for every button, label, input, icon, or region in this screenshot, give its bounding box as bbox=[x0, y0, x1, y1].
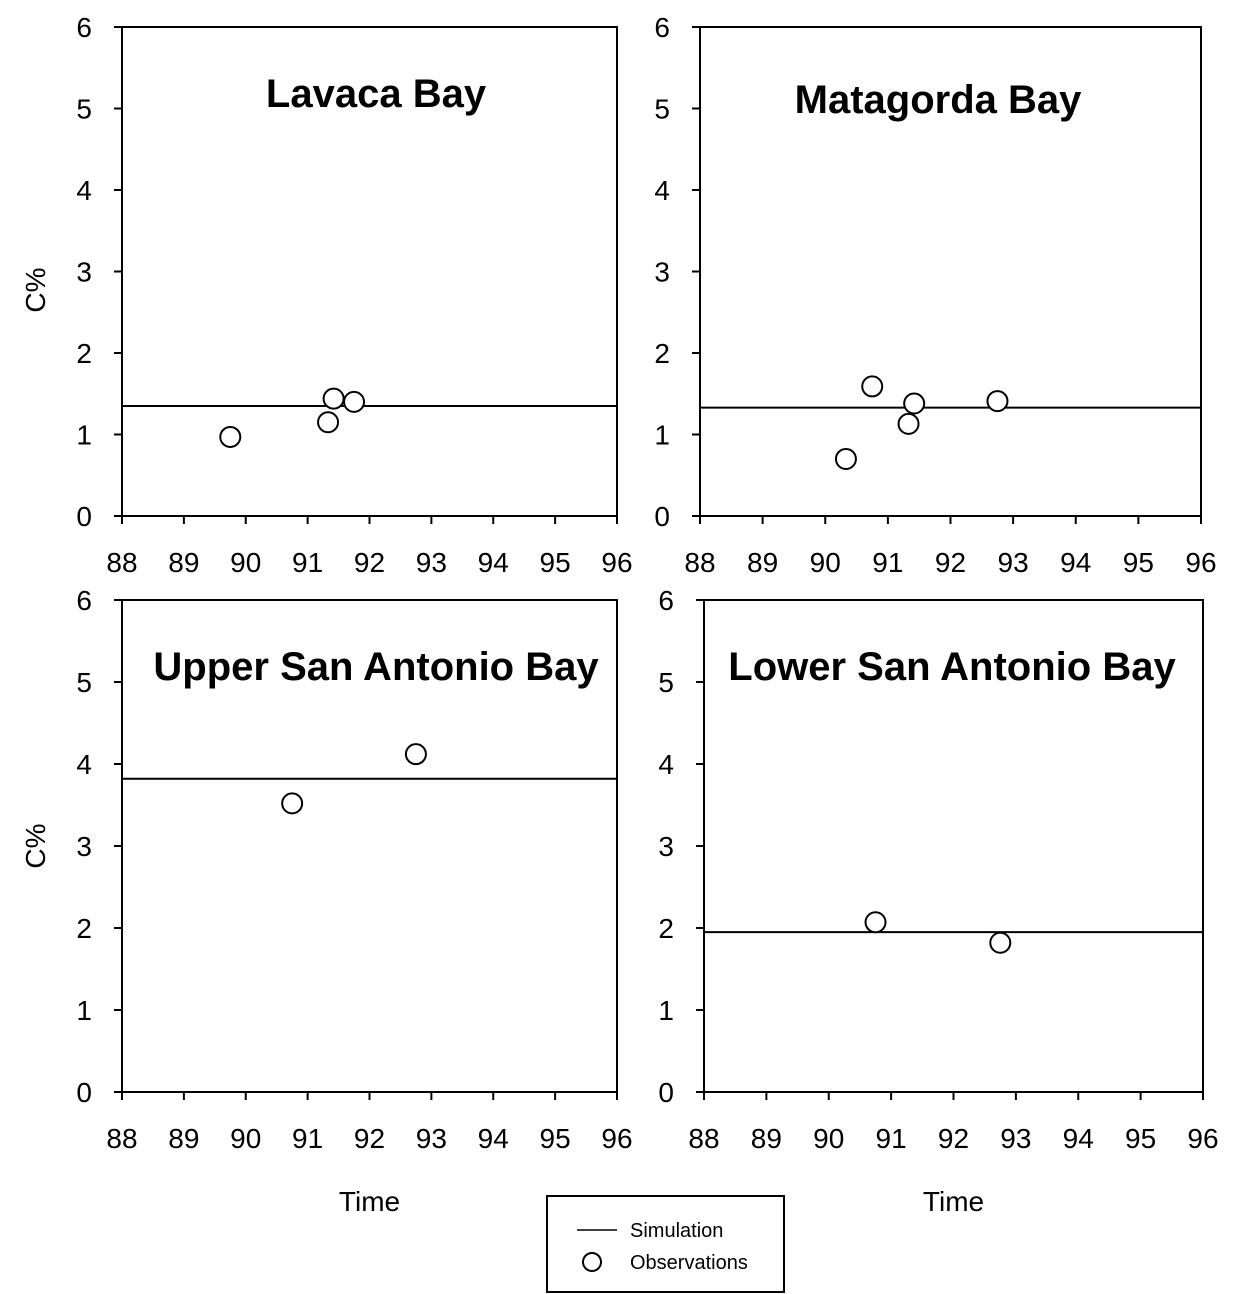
x-tick-label: 94 bbox=[1063, 1123, 1094, 1154]
x-tick-label: 90 bbox=[813, 1123, 844, 1154]
x-tick-label: 91 bbox=[872, 547, 903, 578]
panel-title: Lower San Antonio Bay bbox=[728, 645, 1176, 689]
x-tick-label: 95 bbox=[540, 1123, 571, 1154]
x-tick-label: 92 bbox=[354, 1123, 385, 1154]
panel-1: 0 1 2 3 4 5 6 88 89 90 91 92 93 94 95 96 Lavaca Bay C% bbox=[20, 12, 633, 578]
x-tick-label: 90 bbox=[230, 1123, 261, 1154]
x-tick-label: 93 bbox=[416, 1123, 447, 1154]
x-tick-label: 90 bbox=[230, 547, 261, 578]
observation-point bbox=[903, 392, 926, 415]
observation-point bbox=[861, 375, 884, 398]
x-tick-label: 89 bbox=[168, 1123, 199, 1154]
x-axis-label: Time bbox=[923, 1186, 984, 1217]
x-tick-label: 92 bbox=[935, 547, 966, 578]
y-tick-label: 4 bbox=[654, 175, 670, 206]
y-tick-label: 6 bbox=[658, 585, 674, 616]
y-tick-label: 5 bbox=[76, 94, 92, 125]
x-tick-label: 88 bbox=[688, 1123, 719, 1154]
observation-point bbox=[322, 387, 345, 410]
observation-point bbox=[834, 447, 857, 470]
x-tick-label: 96 bbox=[1185, 547, 1216, 578]
x-tick-label: 93 bbox=[998, 547, 1029, 578]
y-tick-label: 2 bbox=[76, 338, 92, 369]
x-tick-label: 96 bbox=[601, 1123, 632, 1154]
panel-3: 0 1 2 3 4 5 6 88 89 90 91 92 93 94 95 96 Upper San Anton… bbox=[20, 585, 633, 1217]
x-tick-label: 94 bbox=[478, 547, 509, 578]
y-axis-label: C% bbox=[20, 267, 51, 312]
y-axis-label: C% bbox=[20, 823, 51, 868]
x-tick-label: 93 bbox=[416, 547, 447, 578]
y-tick-label: 4 bbox=[658, 749, 674, 780]
legend-observations-label: Observations bbox=[630, 1252, 748, 1274]
observation-point bbox=[317, 411, 340, 434]
observation-point bbox=[281, 792, 304, 815]
observation-point bbox=[404, 743, 427, 766]
x-tick-label: 88 bbox=[684, 547, 715, 578]
observation-point bbox=[986, 390, 1009, 413]
y-tick-label: 6 bbox=[654, 12, 670, 43]
x-tick-label: 96 bbox=[601, 547, 632, 578]
panel-title: Lavaca Bay bbox=[266, 72, 487, 116]
y-tick-label: 3 bbox=[76, 831, 92, 862]
y-tick-label: 5 bbox=[76, 667, 92, 698]
x-tick-label: 92 bbox=[354, 547, 385, 578]
x-tick-label: 89 bbox=[751, 1123, 782, 1154]
y-tick-label: 6 bbox=[76, 585, 92, 616]
observation-point bbox=[219, 425, 242, 448]
x-tick-label: 95 bbox=[540, 547, 571, 578]
panel-4: 0 1 2 3 4 5 6 88 89 90 91 92 93 94 95 96 Lower San Anton… bbox=[658, 585, 1218, 1217]
y-tick-label: 0 bbox=[658, 1077, 674, 1108]
x-tick-label: 94 bbox=[478, 1123, 509, 1154]
observation-point bbox=[989, 931, 1012, 954]
observation-point bbox=[864, 911, 887, 934]
x-tick-label: 88 bbox=[106, 547, 137, 578]
x-tick-label: 91 bbox=[292, 547, 323, 578]
x-tick-label: 90 bbox=[810, 547, 841, 578]
y-tick-label: 2 bbox=[658, 913, 674, 944]
y-tick-label: 5 bbox=[654, 94, 670, 125]
legend-box bbox=[546, 1195, 785, 1293]
x-tick-label: 93 bbox=[1000, 1123, 1031, 1154]
y-tick-label: 3 bbox=[654, 257, 670, 288]
legend: Simulation Observations bbox=[546, 1195, 785, 1293]
x-tick-label: 95 bbox=[1125, 1123, 1156, 1154]
panel-title: Upper San Antonio Bay bbox=[153, 645, 599, 689]
y-tick-label: 4 bbox=[76, 175, 92, 206]
y-tick-label: 1 bbox=[654, 420, 670, 451]
x-tick-label: 91 bbox=[876, 1123, 907, 1154]
x-tick-label: 89 bbox=[747, 547, 778, 578]
y-tick-label: 6 bbox=[76, 12, 92, 43]
x-tick-label: 88 bbox=[106, 1123, 137, 1154]
legend-simulation-label: Simulation bbox=[630, 1220, 723, 1242]
panel-title: Matagorda Bay bbox=[795, 78, 1082, 122]
observation-point bbox=[343, 390, 366, 413]
y-tick-label: 0 bbox=[76, 501, 92, 532]
x-tick-label: 96 bbox=[1187, 1123, 1218, 1154]
y-tick-label: 2 bbox=[76, 913, 92, 944]
panel-2: 0 1 2 3 4 5 6 88 89 90 91 92 93 94 95 96 Matagorda Bay bbox=[654, 12, 1216, 578]
y-tick-label: 1 bbox=[658, 995, 674, 1026]
legend-observation-marker bbox=[582, 1252, 602, 1272]
x-tick-label: 92 bbox=[938, 1123, 969, 1154]
x-axis-label: Time bbox=[339, 1186, 400, 1217]
y-tick-label: 4 bbox=[76, 749, 92, 780]
x-tick-label: 89 bbox=[168, 547, 199, 578]
y-tick-label: 3 bbox=[76, 257, 92, 288]
y-tick-label: 2 bbox=[654, 338, 670, 369]
x-tick-label: 95 bbox=[1123, 547, 1154, 578]
x-tick-label: 94 bbox=[1060, 547, 1091, 578]
y-tick-label: 3 bbox=[658, 831, 674, 862]
y-tick-label: 0 bbox=[654, 501, 670, 532]
y-tick-label: 0 bbox=[76, 1077, 92, 1108]
observation-point bbox=[897, 412, 920, 435]
y-tick-label: 5 bbox=[658, 667, 674, 698]
y-tick-label: 1 bbox=[76, 420, 92, 451]
x-tick-label: 91 bbox=[292, 1123, 323, 1154]
y-tick-label: 1 bbox=[76, 995, 92, 1026]
